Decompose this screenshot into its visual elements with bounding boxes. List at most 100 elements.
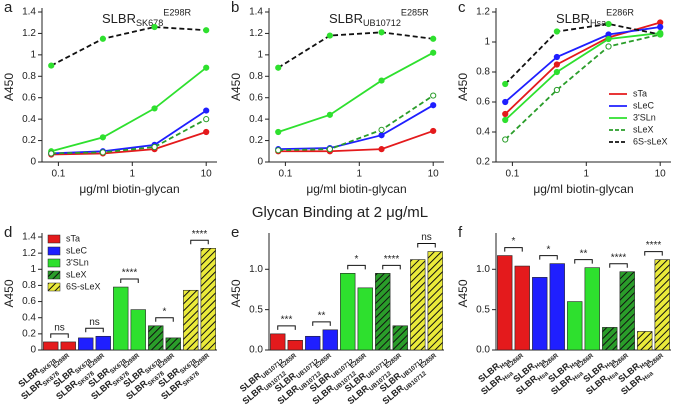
chart-title: SLBRUB10712E285R bbox=[329, 8, 429, 28]
y-tick-label: 1.2 bbox=[22, 248, 36, 259]
marker bbox=[378, 29, 385, 36]
x-tick-label-sub: Hsa bbox=[641, 370, 655, 383]
y-tick-label: 0.6 bbox=[22, 92, 36, 103]
x-tick-label: 10 bbox=[428, 169, 440, 180]
y-tick-label: 0.5 bbox=[249, 304, 263, 315]
y-tick-label: 0.5 bbox=[476, 304, 490, 315]
series-line bbox=[50, 67, 207, 153]
x-tick-label-sup: E285R bbox=[418, 352, 438, 370]
y-tick-label: 1.4 bbox=[249, 7, 263, 18]
marker bbox=[378, 146, 385, 153]
y-tick-label: 0 bbox=[30, 157, 36, 168]
x-tick-label-sup: E285R bbox=[383, 352, 403, 370]
significance-label: *** bbox=[281, 314, 293, 325]
series-line bbox=[51, 131, 207, 156]
y-tick-label: 0.4 bbox=[22, 312, 36, 323]
marker bbox=[378, 126, 385, 133]
marker bbox=[99, 149, 106, 156]
chart-title-sub: SK678 bbox=[136, 18, 163, 28]
series-line bbox=[504, 26, 661, 103]
legend-label: 6S-sLeX bbox=[633, 136, 668, 146]
marker bbox=[99, 35, 106, 42]
y-tick-label: 0.8 bbox=[22, 280, 36, 291]
y-tick-label: 1.4 bbox=[22, 232, 36, 243]
chart-title-sub: Hsa bbox=[590, 18, 607, 28]
bar bbox=[532, 277, 548, 351]
y-tick-label: 0 bbox=[30, 345, 36, 356]
marker bbox=[553, 53, 560, 61]
significance-bracket bbox=[277, 325, 296, 330]
significance-bracket bbox=[85, 327, 104, 333]
bar bbox=[95, 335, 111, 351]
marker bbox=[553, 68, 560, 76]
marker bbox=[553, 61, 560, 68]
x-axis-label: μg/ml biotin-glycan bbox=[533, 182, 633, 196]
legend-label: sLeX bbox=[633, 124, 654, 134]
significance-label: * bbox=[512, 236, 516, 247]
marker bbox=[553, 86, 560, 94]
y-axis-label: A450 bbox=[456, 73, 470, 101]
panel-letter: f bbox=[458, 224, 463, 241]
y-tick-label: 0.2 bbox=[22, 328, 36, 339]
marker bbox=[502, 116, 509, 124]
series-line bbox=[504, 23, 661, 85]
bar bbox=[305, 335, 321, 351]
marker bbox=[203, 116, 210, 123]
marker bbox=[275, 128, 282, 136]
series-line bbox=[504, 33, 661, 141]
series-line bbox=[278, 130, 434, 153]
y-tick-label: 0.2 bbox=[249, 135, 263, 146]
y-tick-label: 1.4 bbox=[22, 7, 36, 18]
bar bbox=[427, 251, 443, 351]
bar bbox=[43, 341, 59, 351]
marker bbox=[151, 23, 158, 31]
chart-title: SLBRSK678E298R bbox=[102, 8, 192, 28]
figure-heading: Glycan Binding at 2 μg/mL bbox=[252, 204, 428, 221]
x-tick-label-sup: E298R bbox=[191, 352, 211, 370]
bar bbox=[637, 331, 653, 351]
y-tick-label: 0.8 bbox=[22, 71, 36, 82]
y-axis-label: A450 bbox=[2, 73, 16, 101]
bar bbox=[567, 301, 583, 351]
significance-bracket bbox=[347, 264, 366, 270]
legend-label: 6S-sLeX bbox=[66, 281, 101, 291]
significance-bracket bbox=[382, 264, 401, 270]
series-line bbox=[277, 31, 434, 69]
panel-letter: e bbox=[231, 224, 239, 241]
x-tick-label: 0.1 bbox=[278, 169, 292, 180]
chart-title-sup: E285R bbox=[401, 8, 429, 18]
chart-title: SLBRHsaE286R bbox=[556, 8, 634, 28]
marker bbox=[203, 128, 210, 136]
marker bbox=[203, 107, 210, 114]
y-tick-label: 0 bbox=[257, 157, 263, 168]
y-axis-label: A450 bbox=[456, 279, 470, 307]
marker bbox=[326, 146, 333, 153]
legend-swatch bbox=[47, 258, 61, 268]
bar bbox=[340, 273, 356, 351]
significance-bracket bbox=[312, 321, 331, 326]
marker bbox=[502, 98, 509, 106]
marker bbox=[203, 64, 210, 71]
panel: eA4500.00.51.0SLBRUB10712SLBRUB10712E285… bbox=[229, 224, 444, 407]
marker bbox=[151, 105, 158, 112]
y-tick-label: 0.6 bbox=[22, 296, 36, 307]
bar bbox=[357, 287, 373, 351]
marker bbox=[275, 64, 282, 71]
x-axis-label: μg/ml biotin-glycan bbox=[306, 182, 406, 196]
marker bbox=[605, 43, 612, 50]
bar bbox=[584, 267, 600, 351]
legend-label: sTa bbox=[633, 88, 647, 98]
x-tick-label-sup: E285R bbox=[278, 352, 298, 370]
legend-label: sLeX bbox=[66, 269, 87, 279]
y-tick-label: 1 bbox=[257, 49, 263, 60]
legend-label: sTa bbox=[66, 233, 80, 243]
series-line bbox=[277, 51, 434, 133]
y-tick-label: 1 bbox=[484, 37, 490, 48]
y-tick-label: 0.2 bbox=[22, 135, 36, 146]
panel-letter: d bbox=[4, 224, 12, 241]
bar bbox=[78, 337, 94, 351]
series-line bbox=[51, 118, 207, 155]
x-tick-label: 10 bbox=[655, 169, 667, 180]
significance-label: **** bbox=[384, 254, 400, 265]
